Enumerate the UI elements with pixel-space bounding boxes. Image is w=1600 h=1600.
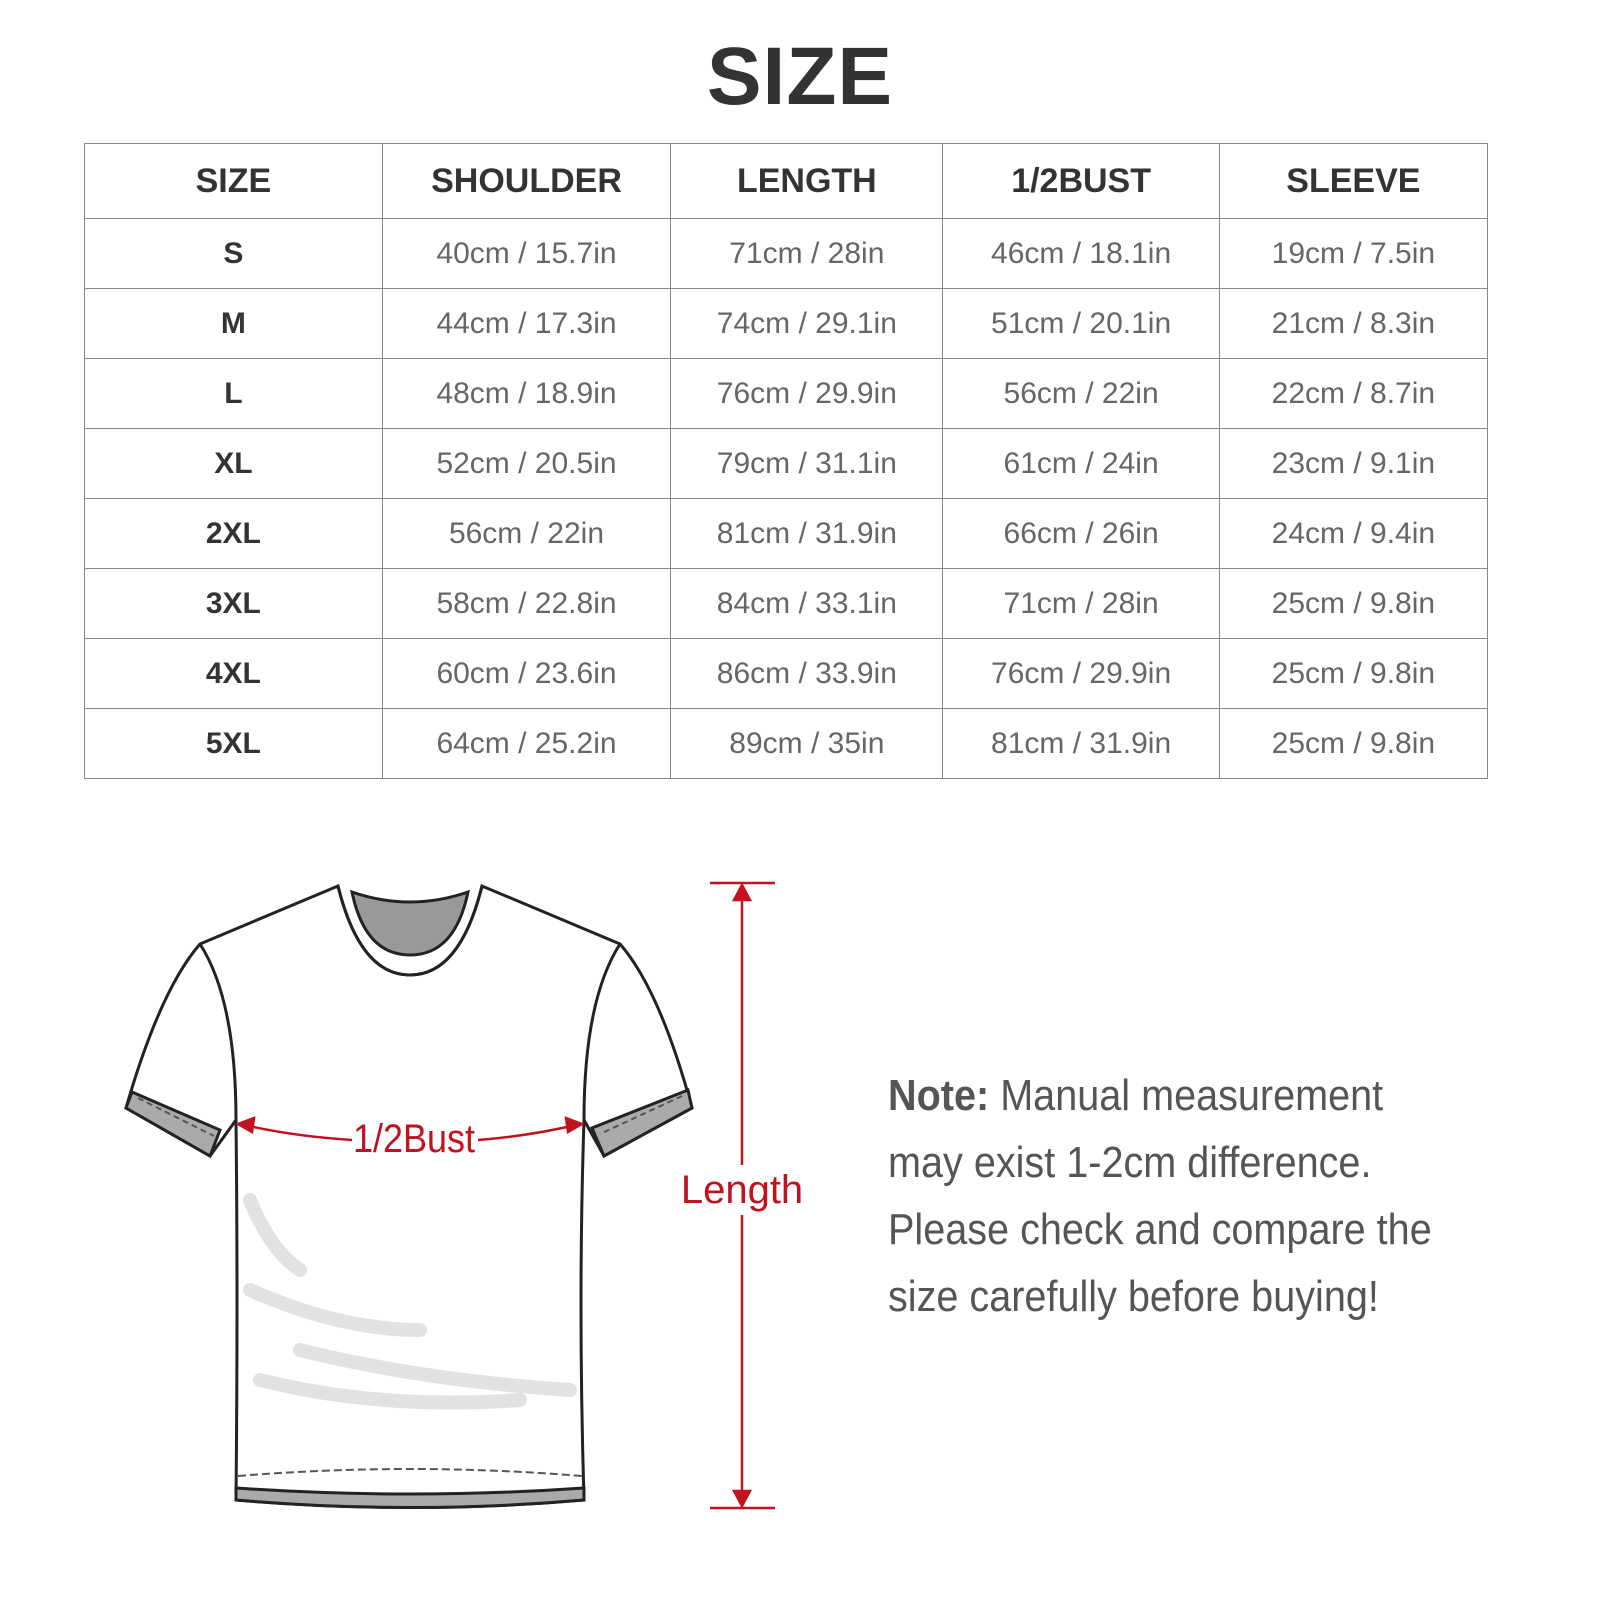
measurement-cell: 21cm / 8.3in	[1218, 288, 1489, 359]
measurement-cell: 76cm / 29.9in	[942, 638, 1220, 709]
note-text: Note: Manual measurement may exist 1-2cm…	[888, 1062, 1464, 1330]
measurement-cell: 25cm / 9.8in	[1218, 708, 1489, 779]
bust-label: 1/2Bust	[353, 1117, 475, 1161]
measurement-cell: 76cm / 29.9in	[670, 358, 944, 429]
column-header: SIZE	[84, 143, 383, 219]
tshirt-diagram: 1/2Bust Length	[124, 881, 803, 1510]
measurement-cell: 52cm / 20.5in	[381, 428, 672, 499]
table-row: L 48cm / 18.9in 76cm / 29.9in 56cm / 22in 22…	[84, 358, 1489, 429]
measurement-cell: 71cm / 28in	[670, 218, 944, 289]
size-cell: 4XL	[84, 638, 383, 709]
measurement-cell: 61cm / 24in	[942, 428, 1220, 499]
measurement-cell: 86cm / 33.9in	[670, 638, 944, 709]
measurement-cell: 25cm / 9.8in	[1218, 568, 1489, 639]
table-row: 2XL 56cm / 22in 81cm / 31.9in 66cm / 26in 24…	[84, 498, 1489, 569]
measurement-cell: 25cm / 9.8in	[1218, 638, 1489, 709]
measurement-cell: 51cm / 20.1in	[942, 288, 1220, 359]
measurement-cell: 81cm / 31.9in	[670, 498, 944, 569]
measurement-cell: 89cm / 35in	[670, 708, 944, 779]
size-cell: 5XL	[84, 708, 383, 779]
table-row: S 40cm / 15.7in 71cm / 28in 46cm / 18.1in 19…	[84, 218, 1489, 289]
measurement-cell: 84cm / 33.1in	[670, 568, 944, 639]
note-body: Manual measurement may exist 1-2cm diffe…	[888, 1071, 1432, 1321]
column-header: LENGTH	[670, 143, 944, 219]
measurement-cell: 79cm / 31.1in	[670, 428, 944, 499]
size-table: SIZE SHOULDER LENGTH 1/2BUST SLEEVE S 40cm / …	[84, 143, 1489, 779]
column-header: SLEEVE	[1218, 143, 1489, 219]
tshirt-illustration	[124, 883, 694, 1509]
measurement-cell: 44cm / 17.3in	[381, 288, 672, 359]
measurement-cell: 66cm / 26in	[942, 498, 1220, 569]
measurement-cell: 40cm / 15.7in	[381, 218, 672, 289]
arrow-down-icon	[731, 1489, 753, 1509]
length-measure	[710, 881, 775, 1510]
table-row: 5XL 64cm / 25.2in 89cm / 35in 81cm / 31.9in…	[84, 708, 1489, 779]
page-title: SIZE	[706, 31, 894, 122]
size-cell: XL	[84, 428, 383, 499]
arrow-left-icon	[235, 1116, 256, 1134]
size-cell: S	[84, 218, 383, 289]
column-header: 1/2BUST	[942, 143, 1220, 219]
bust-measure	[235, 1116, 585, 1142]
size-cell: 3XL	[84, 568, 383, 639]
size-cell: 2XL	[84, 498, 383, 569]
fold-shading	[243, 1193, 577, 1410]
measurement-cell: 56cm / 22in	[381, 498, 672, 569]
length-label: Length	[681, 1168, 803, 1212]
size-cell: L	[84, 358, 383, 429]
measurement-cell: 74cm / 29.1in	[670, 288, 944, 359]
measurement-cell: 23cm / 9.1in	[1218, 428, 1489, 499]
measurement-cell: 24cm / 9.4in	[1218, 498, 1489, 569]
size-cell: M	[84, 288, 383, 359]
table-row: XL 52cm / 20.5in 79cm / 31.1in 61cm / 24in 2…	[84, 428, 1489, 499]
measurement-cell: 81cm / 31.9in	[942, 708, 1220, 779]
measurement-cell: 19cm / 7.5in	[1218, 218, 1489, 289]
table-header-row: SIZE SHOULDER LENGTH 1/2BUST SLEEVE	[84, 143, 1489, 219]
measurement-cell: 46cm / 18.1in	[942, 218, 1220, 289]
column-header: SHOULDER	[381, 143, 672, 219]
table-row: 3XL 58cm / 22.8in 84cm / 33.1in 71cm / 28in…	[84, 568, 1489, 639]
measurement-cell: 58cm / 22.8in	[381, 568, 672, 639]
measurement-cell: 22cm / 8.7in	[1218, 358, 1489, 429]
table-row: 4XL 60cm / 23.6in 86cm / 33.9in 76cm / 29.9…	[84, 638, 1489, 709]
arrow-right-icon	[564, 1116, 585, 1134]
measurement-cell: 64cm / 25.2in	[381, 708, 672, 779]
measurement-cell: 71cm / 28in	[942, 568, 1220, 639]
note-label: Note:	[888, 1071, 990, 1120]
arrow-up-icon	[731, 882, 753, 902]
measurement-cell: 56cm / 22in	[942, 358, 1220, 429]
measurement-cell: 48cm / 18.9in	[381, 358, 672, 429]
table-row: M 44cm / 17.3in 74cm / 29.1in 51cm / 20.1in…	[84, 288, 1489, 359]
measurement-cell: 60cm / 23.6in	[381, 638, 672, 709]
